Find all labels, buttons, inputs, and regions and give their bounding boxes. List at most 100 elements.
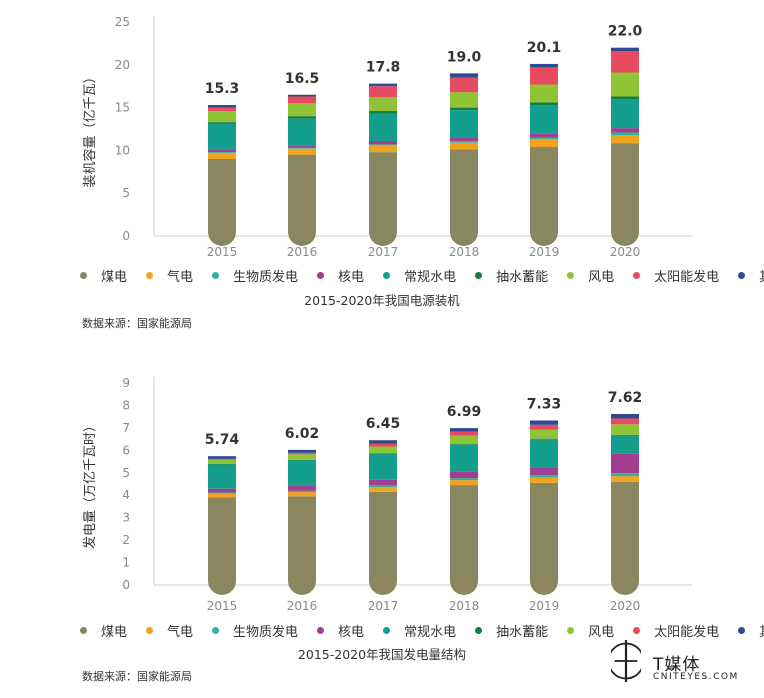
legend-label: 核电 xyxy=(338,270,365,285)
bar-segment-5 xyxy=(208,122,236,124)
capacity-chart-title: 2015-2020年我国电源装机 xyxy=(304,293,460,308)
bar-segment-0 xyxy=(530,146,558,246)
bar-segment-6 xyxy=(369,446,397,454)
capacity-source: 数据来源：国家能源局 xyxy=(82,317,192,330)
legend-swatch xyxy=(475,627,483,634)
bar-segment-7 xyxy=(611,418,639,425)
legend-swatch xyxy=(317,627,325,634)
legend-item: 常规水电 xyxy=(383,266,456,285)
bar-segment-8 xyxy=(288,449,316,453)
bar-segment-6 xyxy=(208,459,236,465)
bar-segment-8 xyxy=(450,428,478,432)
bar-segment-4 xyxy=(450,110,478,138)
bar-segment-8 xyxy=(530,420,558,425)
bar-total-label: 20.1 xyxy=(527,40,562,56)
bar-segment-3 xyxy=(288,145,316,148)
x-tick-label: 2020 xyxy=(610,599,641,613)
bar-segment-0 xyxy=(369,491,397,595)
legend-swatch xyxy=(475,272,483,279)
bar-segment-0 xyxy=(611,481,639,595)
bar-segment-3 xyxy=(208,488,236,493)
legend-swatch xyxy=(80,627,87,634)
bar-segment-6 xyxy=(450,435,478,445)
legend-item: 生物质发电 xyxy=(212,266,298,285)
y-tick-label: 2 xyxy=(122,533,130,547)
legend-label: 常规水电 xyxy=(404,270,457,285)
x-tick-label: 2020 xyxy=(610,245,641,259)
y-tick-label: 15 xyxy=(115,101,130,115)
bar-segment-5 xyxy=(288,459,316,461)
bar-segment-7 xyxy=(450,77,478,93)
y-tick-label: 0 xyxy=(122,229,130,243)
bar-stack xyxy=(288,449,316,595)
legend-item: 煤电 xyxy=(80,621,127,640)
legend-label: 其他 xyxy=(759,266,764,285)
legend-label: 常规水电 xyxy=(404,625,457,640)
x-tick-label: 2015 xyxy=(207,599,238,613)
bar-segment-4 xyxy=(611,99,639,129)
bar-segment-7 xyxy=(208,458,236,460)
bar-total-label: 6.45 xyxy=(366,416,401,432)
x-tick-label: 2017 xyxy=(368,599,399,613)
bar-stack xyxy=(450,428,478,595)
bar-segment-8 xyxy=(369,440,397,444)
legend-label: 太阳能发电 xyxy=(654,625,720,640)
legend-item: 煤电 xyxy=(80,266,127,285)
bar-segment-2 xyxy=(208,152,236,153)
legend-item: 其他 xyxy=(738,266,764,285)
bar-segment-6 xyxy=(530,84,558,103)
bar-segment-0 xyxy=(450,485,478,595)
bar-segment-5 xyxy=(369,111,397,114)
bar-segment-1 xyxy=(369,487,397,492)
bar-segment-8 xyxy=(288,94,316,97)
brand-name: T媒体 xyxy=(653,655,701,675)
bar-segment-2 xyxy=(208,492,236,494)
bar-segment-7 xyxy=(369,86,397,98)
legend-label: 气电 xyxy=(167,270,194,285)
bar-segment-7 xyxy=(288,452,316,455)
bar-total-label: 17.8 xyxy=(366,60,401,76)
bar-segment-4 xyxy=(208,464,236,489)
bar-total-label: 16.5 xyxy=(285,71,320,87)
bar-segment-5 xyxy=(450,107,478,111)
y-tick-label: 10 xyxy=(115,143,130,157)
bar-segment-3 xyxy=(611,453,639,474)
bar-total-label: 19.0 xyxy=(447,49,482,65)
bar-total-label: 6.99 xyxy=(447,404,482,420)
legend-label: 太阳能发电 xyxy=(654,270,720,285)
legend-label: 气电 xyxy=(167,625,194,640)
y-tick-label: 20 xyxy=(115,58,130,72)
bar-stack xyxy=(369,440,397,595)
legend-label: 其他 xyxy=(759,621,764,640)
bar-segment-1 xyxy=(611,134,639,144)
bar-segment-0 xyxy=(208,497,236,595)
legend-swatch xyxy=(80,272,87,279)
bar-segment-1 xyxy=(450,142,478,150)
bar-segment-4 xyxy=(530,439,558,468)
bar-segment-4 xyxy=(288,118,316,146)
x-tick-label: 2016 xyxy=(287,245,318,259)
bar-segment-2 xyxy=(369,144,397,146)
bar-segment-7 xyxy=(611,51,639,73)
y-tick-label: 3 xyxy=(122,511,130,525)
x-tick-label: 2018 xyxy=(449,599,480,613)
bar-segment-3 xyxy=(208,149,236,153)
bar-segment-8 xyxy=(208,456,236,459)
legend-label: 风电 xyxy=(588,270,615,285)
x-tick-label: 2019 xyxy=(529,599,560,613)
legend-swatch xyxy=(212,627,220,634)
legend-swatch xyxy=(146,627,154,634)
bar-segment-2 xyxy=(530,137,558,140)
bar-stack xyxy=(208,105,236,246)
bar-segment-5 xyxy=(369,453,397,454)
x-tick-label: 2017 xyxy=(368,245,399,259)
bar-segment-2 xyxy=(288,147,316,149)
generation-chart: 0 1 2 3 4 5 6 7 8 9 发电量（万亿千瓦时） 5.74 2015 6.02 2016 6.45… xyxy=(82,376,692,613)
legend-item: 生物质发电 xyxy=(212,621,298,640)
legend-label: 抽水蓄能 xyxy=(496,625,549,640)
legend-swatch xyxy=(633,272,641,279)
y-tick-label: 6 xyxy=(122,443,130,457)
bar-segment-0 xyxy=(208,158,236,246)
bar-segment-4 xyxy=(369,453,397,480)
generation-legend: 煤电 气电 生物质发电 核电 常规水电 抽水蓄能 风电 太阳能发电 其他 xyxy=(80,621,764,640)
